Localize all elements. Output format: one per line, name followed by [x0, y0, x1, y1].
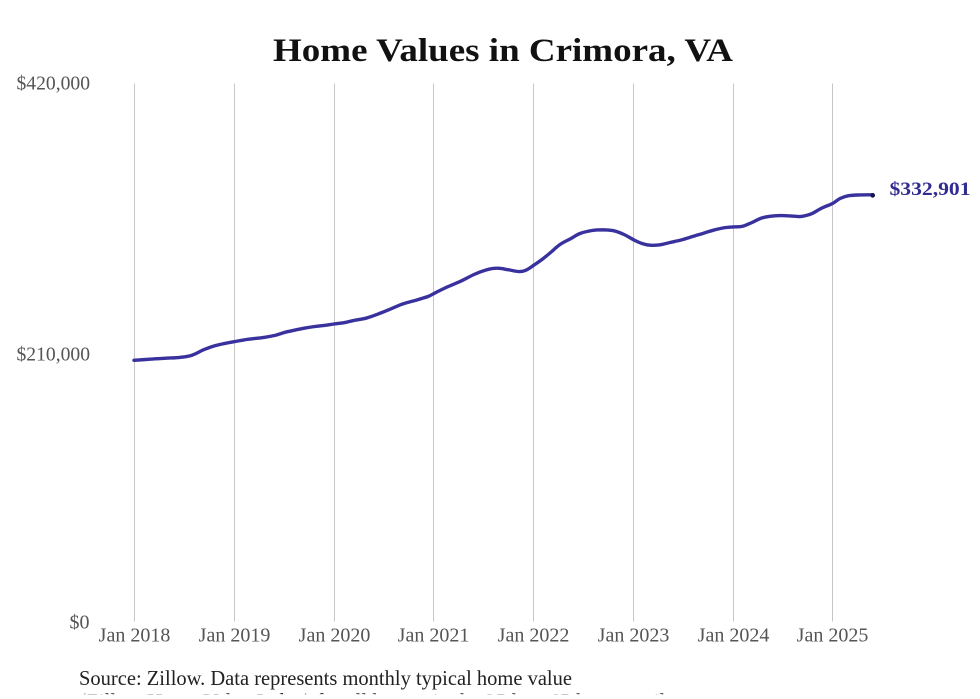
- svg-text:Jan 2021: Jan 2021: [398, 625, 470, 647]
- svg-text:Jan 2019: Jan 2019: [199, 625, 271, 647]
- svg-text:Jan 2018: Jan 2018: [99, 625, 171, 647]
- svg-text:Jan 2020: Jan 2020: [299, 625, 371, 647]
- svg-text:$0: $0: [70, 612, 90, 634]
- svg-text:Source: Zillow. Data represent: Source: Zillow. Data represents monthly …: [79, 666, 572, 690]
- svg-text:Jan 2024: Jan 2024: [698, 625, 770, 647]
- svg-text:$210,000: $210,000: [17, 344, 91, 366]
- svg-text:$420,000: $420,000: [17, 72, 91, 94]
- svg-text:Jan 2023: Jan 2023: [598, 625, 670, 647]
- svg-text:Home Values in Crimora, VA: Home Values in Crimora, VA: [273, 33, 733, 69]
- svg-text:(Zillow Home Value Index) for: (Zillow Home Value Index) for all homes …: [79, 689, 732, 699]
- svg-text:Jan 2025: Jan 2025: [797, 625, 869, 647]
- svg-text:$332,901: $332,901: [890, 179, 971, 200]
- svg-text:Jan 2022: Jan 2022: [498, 625, 570, 647]
